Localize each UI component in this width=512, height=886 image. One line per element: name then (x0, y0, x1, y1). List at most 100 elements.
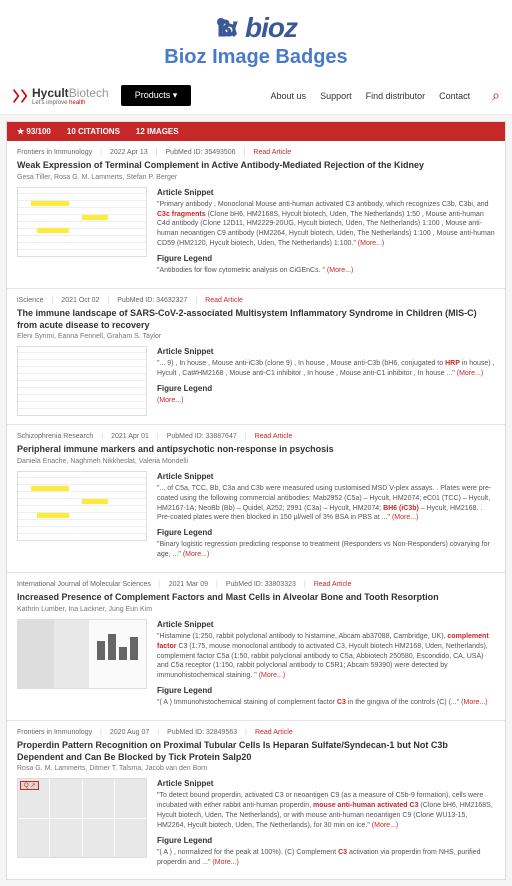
nav-bar: HycultBiotech Let's improve health Produ… (0, 77, 512, 115)
article-authors: Daniela Enache, Naghmeh Nikkheslat, Vale… (17, 458, 495, 465)
article-item: Schizophrenia Research|2021 Apr 01|PubMe… (7, 424, 505, 572)
pubmed-id: PubMed ID: 33887647 (167, 433, 237, 440)
article-date: 2021 Mar 09 (169, 581, 208, 588)
figure-legend: "( A ) , normalized for the peak at 100%… (157, 848, 495, 868)
journal-name: iScience (17, 297, 43, 304)
article-snippet: "... of C5a, TCC, Bb, C3a and C3b were m… (157, 484, 495, 523)
article-date: 2021 Apr 01 (111, 433, 149, 440)
more-link[interactable]: (More...) (392, 514, 418, 521)
legend-heading: Figure Legend (157, 383, 495, 394)
article-meta: Frontiers in Immunology|2020 Aug 07|PubM… (17, 729, 495, 736)
article-authors: Eleni Syrimi, Eanna Fennell, Graham S. T… (17, 333, 495, 340)
snippet-heading: Article Snippet (157, 346, 495, 357)
snippet-heading: Article Snippet (157, 619, 495, 630)
pubmed-id: PubMed ID: 34632327 (117, 297, 187, 304)
article-item: Frontiers in Immunology|2022 Apr 13|PubM… (7, 141, 505, 288)
bioz-logo-text: bioz (245, 12, 297, 44)
pubmed-id: PubMed ID: 33803323 (226, 581, 296, 588)
article-thumbnail[interactable] (17, 471, 147, 541)
article-snippet: "To detect bound properdin, activated C3… (157, 791, 495, 830)
hycult-name: HycultBiotech (32, 86, 109, 100)
products-dropdown[interactable]: Products ▾ (121, 85, 192, 106)
article-date: 2020 Aug 07 (110, 729, 149, 736)
read-article-link[interactable]: Read Article (205, 297, 243, 304)
article-authors: Gesa Tiller, Rosa G. M. Lammerts, Stefan… (17, 174, 495, 181)
page-subtitle: Bioz Image Badges (0, 46, 512, 69)
article-date: 2021 Oct 02 (61, 297, 99, 304)
badge-images[interactable]: 12 IMAGES (136, 127, 179, 136)
nav-contact[interactable]: Contact (439, 91, 470, 101)
nav-about[interactable]: About us (271, 91, 307, 101)
article-meta: International Journal of Molecular Scien… (17, 581, 495, 588)
nav-support[interactable]: Support (320, 91, 352, 101)
more-link[interactable]: (More...) (157, 397, 183, 404)
article-thumbnail[interactable] (17, 619, 147, 689)
more-link[interactable]: (More...) (259, 672, 285, 679)
article-title[interactable]: Properdin Pattern Recognition on Proxima… (17, 740, 495, 763)
hycult-tagline: Let's improve health (32, 100, 109, 106)
legend-heading: Figure Legend (157, 685, 495, 696)
hycult-logo[interactable]: HycultBiotech Let's improve health (12, 86, 109, 106)
legend-heading: Figure Legend (157, 835, 495, 846)
thumb-expand-icon[interactable]: Q ↗ (20, 781, 39, 790)
article-authors: Rosa G. M. Lammerts, Ditmer T. Talsma, J… (17, 765, 495, 772)
journal-name: Frontiers in Immunology (17, 729, 92, 736)
article-title[interactable]: Increased Presence of Complement Factors… (17, 592, 495, 604)
article-meta: Frontiers in Immunology|2022 Apr 13|PubM… (17, 149, 495, 156)
hycult-logo-icon (12, 88, 28, 104)
badge-bar: ★ 93/100 10 CITATIONS 12 IMAGES (7, 122, 505, 141)
article-thumbnail[interactable] (17, 187, 147, 257)
article-date: 2022 Apr 13 (110, 149, 148, 156)
article-title[interactable]: Peripheral immune markers and antipsycho… (17, 444, 495, 456)
article-snippet: "Histamine (1:250, rabbit polyclonal ant… (157, 632, 495, 681)
nav-distributor[interactable]: Find distributor (366, 91, 426, 101)
article-thumbnail[interactable]: Q ↗ (17, 346, 147, 416)
more-link[interactable]: (More...) (358, 240, 384, 247)
journal-name: Schizophrenia Research (17, 433, 93, 440)
more-link[interactable]: (More...) (327, 267, 353, 274)
figure-legend: "( A ) Immunohistochemical staining of c… (157, 698, 495, 708)
article-meta: iScience|2021 Oct 02|PubMed ID: 34632327… (17, 297, 495, 304)
snippet-heading: Article Snippet (157, 187, 495, 198)
read-article-link[interactable]: Read Article (255, 433, 293, 440)
more-link[interactable]: (More...) (212, 859, 238, 866)
read-article-link[interactable]: Read Article (314, 581, 352, 588)
article-meta: Schizophrenia Research|2021 Apr 01|PubMe… (17, 433, 495, 440)
more-link[interactable]: (More...) (457, 370, 483, 377)
content-panel: ★ 93/100 10 CITATIONS 12 IMAGES Frontier… (6, 121, 506, 880)
bioz-logo-icon (215, 16, 239, 40)
article-item: International Journal of Molecular Scien… (7, 572, 505, 720)
search-icon[interactable]: ⌕ (492, 87, 500, 104)
star-icon: ★ (17, 127, 24, 136)
article-thumbnail[interactable]: Q ↗ (17, 778, 147, 858)
snippet-heading: Article Snippet (157, 471, 495, 482)
pubmed-id: PubMed ID: 32849563 (167, 729, 237, 736)
read-article-link[interactable]: Read Article (255, 729, 293, 736)
nav-items: About us Support Find distributor Contac… (271, 87, 500, 104)
legend-heading: Figure Legend (157, 527, 495, 538)
figure-legend: "Binary logistic regression predicting r… (157, 540, 495, 560)
article-authors: Kathrin Lumber, Ina Lackner, Jung Eun Ki… (17, 606, 495, 613)
article-title[interactable]: The immune landscape of SARS-CoV-2-assoc… (17, 308, 495, 331)
article-snippet: "... 9) , In house , Mouse anti-iC3b (cl… (157, 359, 495, 379)
journal-name: International Journal of Molecular Scien… (17, 581, 151, 588)
more-link[interactable]: (More...) (183, 551, 209, 558)
article-text: Article Snippet "Histamine (1:250, rabbit… (157, 619, 495, 712)
badge-citations[interactable]: 10 CITATIONS (67, 127, 120, 136)
more-link[interactable]: (More...) (461, 699, 487, 706)
read-article-link[interactable]: Read Article (253, 149, 291, 156)
figure-legend: "Antibodies for flow cytometric analysis… (157, 266, 495, 276)
more-link[interactable]: (More...) (372, 822, 398, 829)
journal-name: Frontiers in Immunology (17, 149, 92, 156)
badge-score: ★ 93/100 (17, 127, 51, 136)
article-snippet: "Primary antibody , Monoclonal Mouse ant… (157, 200, 495, 249)
article-text: Article Snippet "To detect bound properdi… (157, 778, 495, 871)
snippet-heading: Article Snippet (157, 778, 495, 789)
article-text: Article Snippet "... of C5a, TCC, Bb, C3a… (157, 471, 495, 564)
article-text: Article Snippet "... 9) , In house , Mous… (157, 346, 495, 416)
page-header: bioz Bioz Image Badges (0, 0, 512, 77)
figure-legend: (More...) (157, 396, 495, 406)
legend-heading: Figure Legend (157, 253, 495, 264)
article-title[interactable]: Weak Expression of Terminal Complement i… (17, 160, 495, 172)
article-item: iScience|2021 Oct 02|PubMed ID: 34632327… (7, 288, 505, 424)
